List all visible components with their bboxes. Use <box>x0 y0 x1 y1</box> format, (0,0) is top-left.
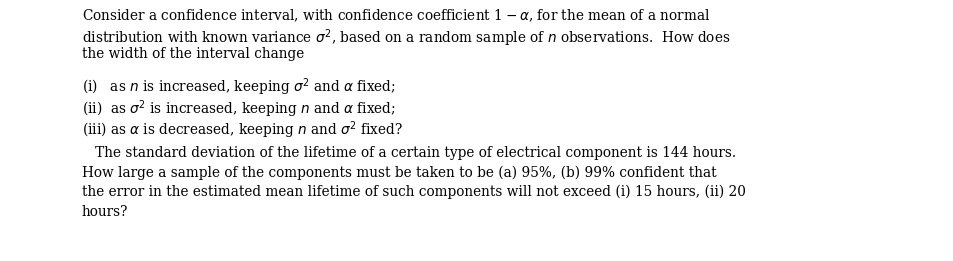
Text: How large a sample of the components must be taken to be (a) 95%, (b) 99% confid: How large a sample of the components mus… <box>82 165 716 180</box>
Text: (iii) as $\alpha$ is decreased, keeping $n$ and $\sigma^2$ fixed?: (iii) as $\alpha$ is decreased, keeping … <box>82 120 402 141</box>
Text: (i)   as $n$ is increased, keeping $\sigma^2$ and $\alpha$ fixed;: (i) as $n$ is increased, keeping $\sigma… <box>82 76 395 98</box>
Text: distribution with known variance $\sigma^2$, based on a random sample of $n$ obs: distribution with known variance $\sigma… <box>82 27 730 49</box>
Text: hours?: hours? <box>82 205 129 218</box>
Text: the width of the interval change: the width of the interval change <box>82 47 304 61</box>
Text: the error in the estimated mean lifetime of such components will not exceed (i) : the error in the estimated mean lifetime… <box>82 185 745 199</box>
Text: (ii)  as $\sigma^2$ is increased, keeping $n$ and $\alpha$ fixed;: (ii) as $\sigma^2$ is increased, keeping… <box>82 98 395 120</box>
Text: Consider a confidence interval, with confidence coefficient 1 − $\alpha$, for th: Consider a confidence interval, with con… <box>82 8 710 25</box>
Text: The standard deviation of the lifetime of a certain type of electrical component: The standard deviation of the lifetime o… <box>82 146 736 160</box>
